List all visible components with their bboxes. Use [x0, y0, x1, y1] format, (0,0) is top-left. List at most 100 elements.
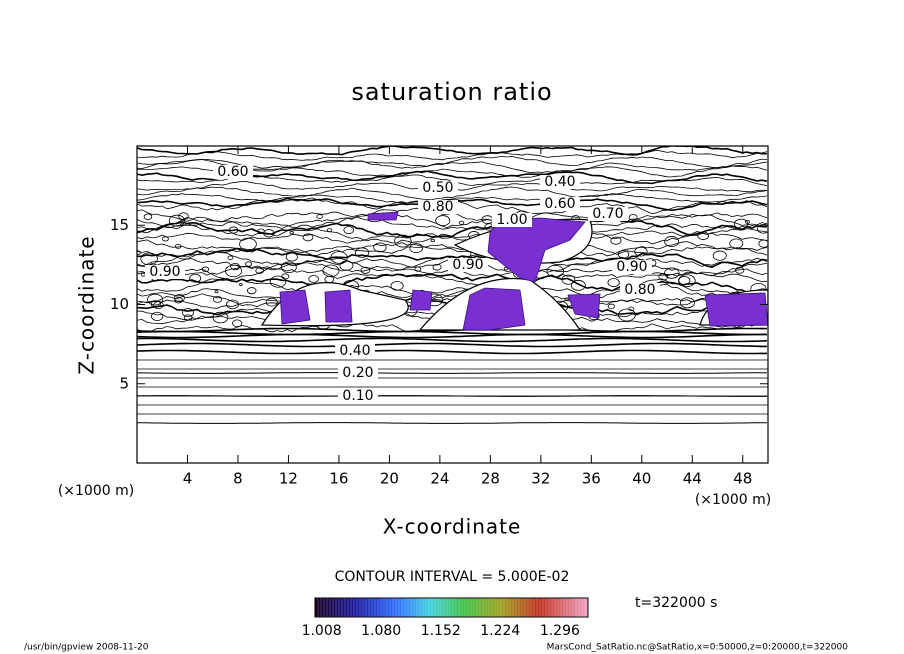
contour-line — [503, 267, 508, 271]
contour-line — [179, 223, 184, 227]
x-tick-label: 44 — [683, 470, 702, 488]
contour-line — [140, 272, 146, 277]
contour-label-bg — [418, 181, 458, 195]
contour-line — [137, 186, 768, 201]
contour-label: 0.70 — [592, 206, 623, 222]
x-tick-label: 12 — [279, 470, 298, 488]
contour-label: 0.60 — [544, 196, 575, 212]
contour-label: 0.60 — [217, 164, 248, 180]
contour-line — [734, 266, 745, 274]
contour-line — [245, 261, 253, 267]
contour-line — [137, 247, 768, 268]
contour-label: 0.10 — [342, 388, 373, 404]
contour-line — [140, 252, 158, 266]
contour-line — [664, 236, 680, 247]
contour-line — [409, 243, 423, 254]
contour-line — [137, 349, 767, 355]
contour-line — [137, 232, 768, 245]
contour-label-bg — [492, 213, 532, 227]
contour-line — [137, 288, 768, 308]
time-label: t=322000 s — [635, 595, 717, 611]
contour-line — [227, 255, 234, 260]
contour-line — [570, 279, 586, 291]
contour-line — [174, 294, 185, 303]
contour-label-bg — [418, 200, 458, 214]
footer-left: /usr/bin/gpview 2008-11-20 — [24, 643, 149, 653]
contour-line — [664, 267, 680, 279]
contour-line — [137, 330, 768, 336]
contour-line — [285, 252, 298, 262]
contour-line — [239, 283, 243, 286]
contour-line — [226, 299, 240, 310]
x-tick-label: 28 — [481, 470, 500, 488]
contour-line — [137, 342, 767, 348]
contour-line — [153, 301, 164, 310]
contour-line — [228, 226, 239, 234]
contour-line — [561, 274, 576, 285]
colorbar-tick-label: 1.296 — [540, 623, 580, 639]
contour-line — [265, 297, 278, 307]
contour-line — [744, 220, 750, 224]
contour-line — [618, 308, 636, 322]
contour-label-bg — [448, 258, 488, 272]
supersaturated-region — [567, 293, 601, 319]
contour-line — [432, 263, 442, 271]
contour-line — [679, 297, 695, 309]
contour-line — [617, 250, 630, 259]
x-tick-label: 20 — [380, 470, 399, 488]
y-tick-label: 10 — [110, 295, 129, 313]
contour-line — [280, 261, 297, 274]
plot-area: 0.60 0.50 0.40 0.80 0.60 0.70 1.00 0.90 0.90 0.90… — [137, 146, 768, 424]
contour-line — [137, 337, 768, 343]
contour-line — [214, 290, 219, 294]
contour-line — [308, 275, 319, 283]
contour-line — [151, 311, 164, 321]
contour-line — [246, 287, 257, 295]
colorbar-tick-label: 1.080 — [361, 623, 401, 639]
chart-title: saturation ratio — [351, 78, 552, 106]
contour-line — [758, 239, 768, 248]
contour-line — [354, 247, 370, 258]
contour-line — [137, 224, 768, 244]
footer-right: MarsCond_SatRatio.nc@SatRatio,x=0:50000,… — [547, 643, 849, 653]
contour-line — [212, 295, 223, 303]
contour-label-bg — [338, 366, 378, 380]
contour-line — [174, 297, 183, 304]
colorbar — [314, 597, 589, 618]
contour-line — [658, 273, 669, 281]
supersaturated-region — [462, 287, 526, 331]
contour-line — [414, 266, 422, 272]
x-tick-label: 8 — [233, 470, 243, 488]
contour-line — [137, 193, 768, 204]
contour-line — [430, 238, 435, 243]
y-unit: (×1000 m) — [58, 483, 134, 499]
x-axis-label: X-coordinate — [383, 515, 522, 539]
contour-label-bg — [540, 175, 580, 189]
contour-line — [137, 265, 768, 286]
contour-line — [137, 149, 768, 161]
contour-label: 0.90 — [452, 257, 483, 273]
contour-line — [326, 228, 333, 233]
x-tick-label: 40 — [632, 470, 651, 488]
contour-label-bg — [540, 197, 580, 211]
contour-line — [263, 229, 275, 238]
contour-line — [390, 281, 404, 291]
contour-line — [178, 212, 189, 221]
contour-line — [181, 308, 194, 317]
contour-line — [232, 319, 243, 328]
contour-line — [255, 267, 264, 274]
contour-line — [458, 220, 465, 225]
contour-label-bg — [338, 389, 378, 403]
contour-line — [360, 266, 371, 274]
x-tick-label: 36 — [582, 470, 601, 488]
contour-line — [373, 242, 387, 253]
contour-label: 0.50 — [422, 180, 453, 196]
contour-line — [564, 297, 569, 302]
colorbar-tick-label: 1.224 — [480, 623, 520, 639]
contour-line — [697, 231, 709, 240]
contour-line — [225, 264, 243, 278]
contour-line — [239, 237, 257, 251]
contour-line — [712, 250, 727, 261]
contour-line — [302, 233, 314, 242]
contour-line — [435, 215, 451, 227]
